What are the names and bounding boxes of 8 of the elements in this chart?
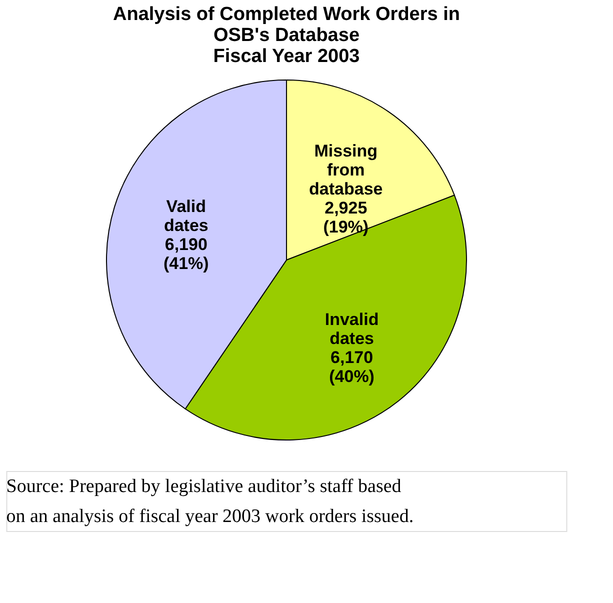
slice-label: Invalid dates xyxy=(324,310,379,348)
data-label: 6,190 (41%) xyxy=(163,235,209,274)
slice-label: Valid dates xyxy=(164,197,208,236)
data-label: 6,170 (40%) xyxy=(329,348,374,386)
slice-label: Missing from database xyxy=(309,141,383,198)
source-note: Source: Prepared by legislative auditor’s staff based on an analysis of fiscal year 2003 work orders issued. xyxy=(6,476,414,527)
data-label: 2,925 (19%) xyxy=(323,198,369,236)
chart-title: Analysis of Completed Work Orders in OSB's Database Fiscal Year 2003 xyxy=(112,4,460,67)
